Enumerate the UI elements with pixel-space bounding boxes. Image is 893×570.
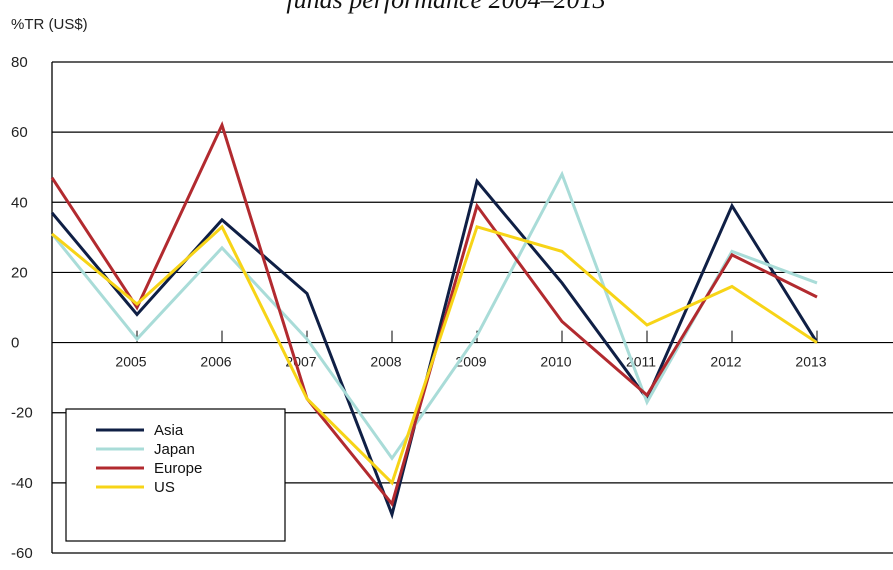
x-tick-label-2010: 2010 bbox=[540, 354, 571, 370]
y-axis-label: %TR (US$) bbox=[11, 16, 88, 33]
y-tick-label-60: 60 bbox=[11, 124, 28, 141]
series-line-us bbox=[51, 224, 818, 486]
y-tick-label-minus-60: -60 bbox=[11, 545, 33, 562]
y-tick-label-80: 80 bbox=[11, 54, 28, 71]
series-lines bbox=[50, 120, 819, 520]
y-tick-label-0: 0 bbox=[11, 335, 19, 352]
y-tick-label-minus-20: -20 bbox=[11, 405, 33, 422]
y-tick-labels: 80 60 40 20 0 -20 -40 -60 bbox=[11, 54, 33, 562]
x-tick-label-2006: 2006 bbox=[200, 354, 231, 370]
x-tick-label-2013: 2013 bbox=[795, 354, 826, 370]
legend-label-japan: Japan bbox=[154, 441, 195, 458]
x-tick-marks: 2005 2006 2007 2008 2009 2010 2011 2012 2013 bbox=[115, 330, 827, 370]
x-tick-label-2005: 2005 bbox=[115, 354, 146, 370]
chart-title: funds performance 2004–2013 bbox=[286, 0, 605, 14]
legend-label-asia: Asia bbox=[154, 422, 184, 439]
legend-label-europe: Europe bbox=[154, 460, 202, 477]
y-tick-label-20: 20 bbox=[11, 264, 28, 281]
legend: Asia Japan Europe US bbox=[65, 408, 286, 542]
legend-label-us: US bbox=[154, 479, 175, 496]
y-tick-label-40: 40 bbox=[11, 194, 28, 211]
x-tick-label-2012: 2012 bbox=[710, 354, 741, 370]
x-tick-label-2008: 2008 bbox=[370, 354, 401, 370]
y-tick-label-minus-40: -40 bbox=[11, 475, 33, 492]
